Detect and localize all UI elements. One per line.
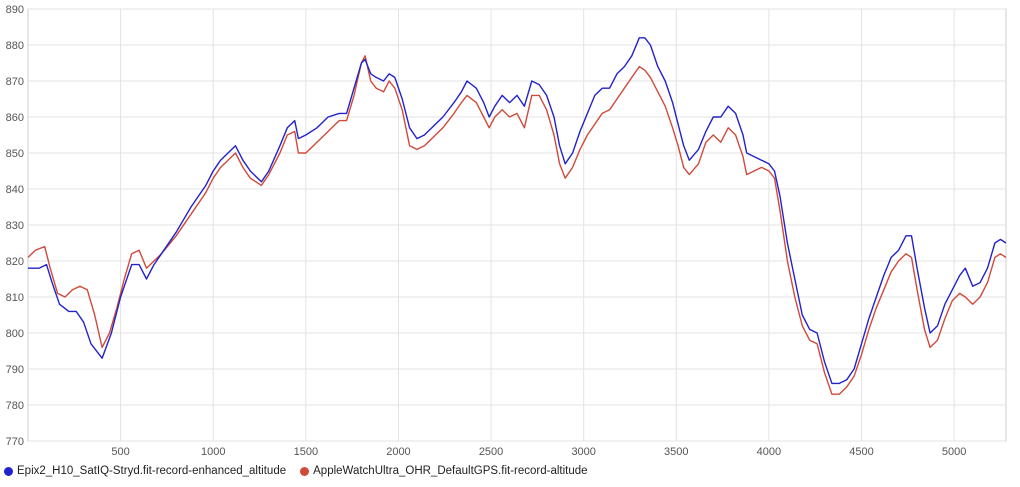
y-tick-label: 790 <box>6 364 24 376</box>
y-tick-label: 880 <box>6 40 24 52</box>
legend-marker-series-2 <box>300 466 310 476</box>
legend-label-series-1: Epix2_H10_SatIQ-Stryd.fit-record-enhance… <box>17 465 287 477</box>
legend-item-series-2[interactable]: AppleWatchUltra_OHR_DefaultGPS.fit-recor… <box>300 465 588 477</box>
y-tick-label: 800 <box>6 328 24 340</box>
series-line-2 <box>27 55 1007 395</box>
grid <box>28 8 1006 442</box>
x-tick-label: 1000 <box>201 446 225 458</box>
x-axis-ticks: 500 1000 1500 2000 2500 3000 3500 4000 4500 5000 <box>111 446 966 458</box>
y-tick-label: 780 <box>6 400 24 412</box>
y-tick-label: 820 <box>6 256 24 268</box>
legend-marker-series-1 <box>4 466 13 476</box>
y-tick-label: 850 <box>6 148 24 160</box>
y-tick-label: 840 <box>6 184 24 196</box>
x-tick-label: 3500 <box>664 446 688 458</box>
x-tick-label: 4000 <box>757 446 781 458</box>
x-tick-label: 4500 <box>849 446 873 458</box>
legend-label-series-2: AppleWatchUltra_OHR_DefaultGPS.fit-recor… <box>313 465 588 477</box>
x-tick-label: 2500 <box>479 446 503 458</box>
y-tick-label: 870 <box>6 76 24 88</box>
x-tick-label: 500 <box>111 446 129 458</box>
y-tick-label: 810 <box>6 292 24 304</box>
series-line-1 <box>28 37 1007 385</box>
y-tick-label: 770 <box>6 436 24 448</box>
x-tick-label: 5000 <box>942 446 966 458</box>
y-axis-ticks: 770 780 790 800 810 820 830 840 850 860 870 880 890 <box>6 4 24 448</box>
legend-item-series-1[interactable]: Epix2_H10_SatIQ-Stryd.fit-record-enhance… <box>4 465 286 477</box>
y-tick-label: 830 <box>6 220 24 232</box>
x-tick-label: 2000 <box>386 446 410 458</box>
series-lines <box>27 37 1007 395</box>
legend: Epix2_H10_SatIQ-Stryd.fit-record-enhance… <box>4 462 602 480</box>
y-tick-label: 890 <box>6 4 24 16</box>
y-tick-label: 860 <box>6 112 24 124</box>
x-tick-label: 1500 <box>294 446 318 458</box>
x-tick-label: 3000 <box>571 446 595 458</box>
